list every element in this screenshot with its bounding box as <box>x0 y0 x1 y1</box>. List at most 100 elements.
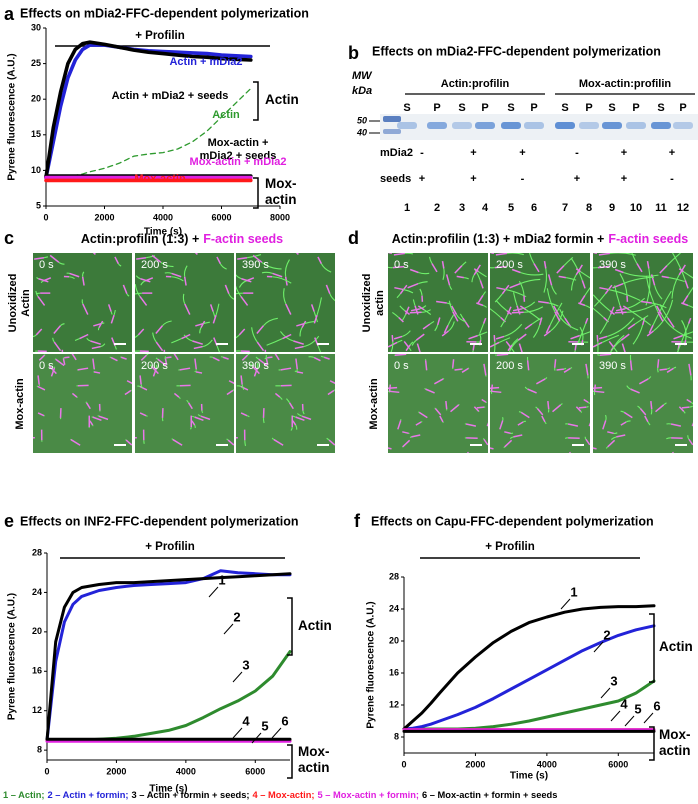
filament-seed <box>409 268 419 274</box>
filament-growth <box>619 273 628 296</box>
filament-seed <box>272 272 283 278</box>
filament-seed <box>558 275 566 279</box>
filament-growth <box>296 369 298 372</box>
filament-growth <box>620 410 625 413</box>
filament-seed <box>659 265 668 274</box>
filament-seed <box>583 398 589 403</box>
leader <box>251 732 262 744</box>
series-label: Mox-actin + mDia2 + seeds <box>199 137 277 162</box>
bracket <box>649 613 655 683</box>
chart-title: Effects on Capu-FFC-dependent polymeriza… <box>371 514 654 528</box>
filament-seed <box>71 354 77 361</box>
filament-growth <box>597 354 600 356</box>
filament-growth <box>653 299 674 332</box>
filament-growth <box>216 345 220 352</box>
filament-seed <box>273 438 284 446</box>
filament-growth <box>182 293 186 305</box>
filament-growth <box>563 367 567 370</box>
filament-growth <box>446 302 452 305</box>
filament-seed <box>64 356 70 359</box>
filament-seed <box>612 282 624 289</box>
filament-growth <box>219 263 227 270</box>
filament-growth <box>681 320 687 341</box>
filament-seed <box>599 286 609 291</box>
filament-seed <box>79 333 89 340</box>
filament-seed <box>439 415 444 423</box>
filament-seed <box>495 253 508 256</box>
marker-band <box>383 129 401 134</box>
legend-item: 5 – Mox-actin + formin; <box>317 790 420 800</box>
filament-seed <box>659 368 667 371</box>
filament-growth <box>424 387 426 390</box>
filament-seed <box>389 390 400 394</box>
filament-growth <box>563 256 574 267</box>
filament-growth <box>518 280 525 296</box>
filament-seed <box>644 415 649 423</box>
filament-seed <box>50 367 56 377</box>
legend-item: 6 – Mox-actin + formin + seeds <box>422 790 558 800</box>
filament-growth <box>687 304 693 309</box>
filament-seed <box>597 265 610 269</box>
filament-growth <box>482 291 487 296</box>
filament-growth <box>171 276 184 282</box>
series-label: Actin + mDia2 + seeds <box>111 90 229 102</box>
filament-seed <box>256 341 265 352</box>
profilin-label: + Profilin <box>485 541 535 553</box>
x-tick-label: 6000 <box>608 759 628 769</box>
filament-seed <box>681 406 690 409</box>
filament-seed <box>607 431 614 435</box>
filament-seed <box>511 268 521 274</box>
filament-growth <box>428 256 433 264</box>
filament-growth <box>546 288 556 313</box>
filament-seed <box>543 330 551 337</box>
legend-item: 2 – Actin + formin; <box>47 790 129 800</box>
filament-seed <box>193 345 203 350</box>
filament-seed <box>520 411 530 419</box>
lane-band <box>602 122 622 129</box>
filament-seed <box>454 265 463 274</box>
x-axis-label: Time (s) <box>510 771 548 782</box>
filament-growth <box>36 277 39 280</box>
series-number: 1 <box>218 572 225 587</box>
filament-growth <box>459 313 464 319</box>
filament-seed <box>191 420 196 426</box>
title-part: F-actin seeds <box>203 232 283 246</box>
time-label: 0 s <box>394 360 409 372</box>
bracket <box>253 81 259 121</box>
filament-seed <box>533 263 540 273</box>
series-label: Actin + mDia2 <box>169 56 243 68</box>
filament-growth <box>145 415 148 417</box>
filament-growth <box>580 410 583 413</box>
fraction-label: P <box>530 102 537 114</box>
filament-seed <box>579 295 586 305</box>
filament-seed <box>494 265 507 269</box>
filament-seed <box>405 344 411 352</box>
filament-seed <box>393 253 406 256</box>
filament-growth <box>299 327 303 337</box>
filament-growth <box>500 314 509 328</box>
filament-seed <box>578 406 587 409</box>
x-tick-label: 6000 <box>245 766 265 776</box>
filament-growth <box>317 345 322 352</box>
filament-growth <box>687 435 690 440</box>
filament-seed <box>114 256 120 264</box>
filament-seed <box>526 360 530 371</box>
micrograph-bg <box>236 354 335 453</box>
filament-seed <box>38 354 46 361</box>
filament-seed <box>443 325 449 334</box>
filament-seed <box>53 325 61 335</box>
lane-number: 6 <box>531 202 537 214</box>
x-tick-label: 8000 <box>270 212 290 222</box>
filament-seed <box>581 280 586 289</box>
filament-seed <box>468 334 478 340</box>
filament-seed <box>155 325 163 335</box>
filament-growth <box>550 310 564 332</box>
filament-growth <box>375 250 382 251</box>
filament-growth <box>236 274 242 280</box>
bracket-label: Actin <box>659 639 693 654</box>
filament-seed <box>194 253 198 255</box>
filament-seed <box>77 367 89 371</box>
lane-number: 3 <box>459 202 465 214</box>
filament-seed <box>410 308 420 312</box>
bracket-label: Actin <box>298 618 332 633</box>
